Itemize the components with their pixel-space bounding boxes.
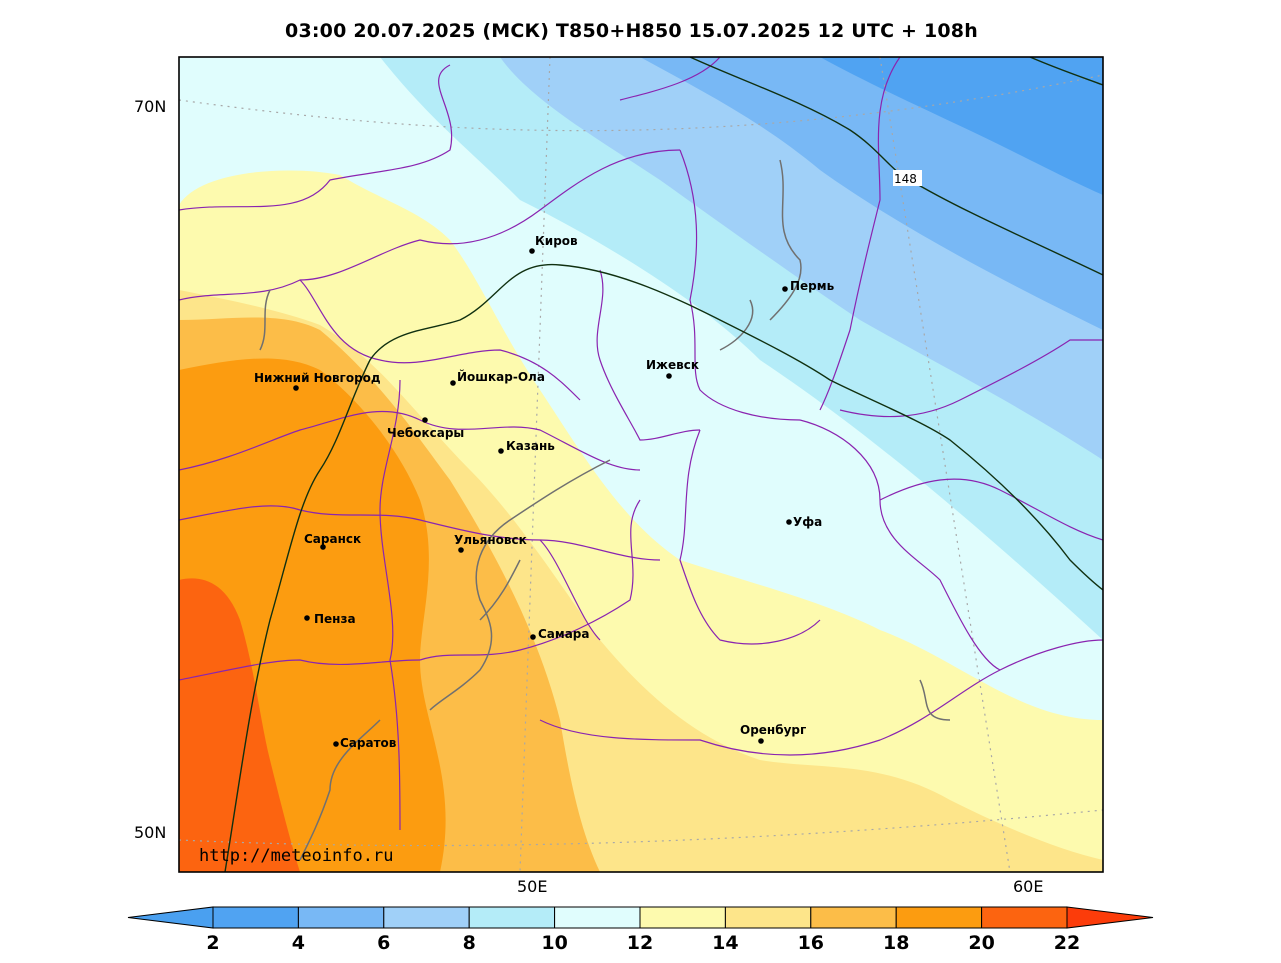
lat-label-70n: 70N	[134, 97, 166, 116]
city-dot-ulyanovsk	[458, 547, 464, 553]
city-label-kazan: Казань	[506, 439, 555, 453]
city-dot-saransk	[320, 544, 326, 550]
city-dot-orenburg	[758, 738, 764, 744]
colorbar-arrow-right	[1066, 906, 1154, 929]
graticule	[179, 57, 1103, 872]
map-frame	[178, 56, 1104, 873]
rivers	[259, 159, 951, 861]
city-label-ulyanovsk: Ульяновск	[454, 533, 527, 547]
colorbar-segment	[468, 906, 556, 929]
colorbar-tick-label: 16	[798, 932, 824, 954]
colorbar-tick-label: 20	[968, 932, 994, 954]
colorbar-segment	[639, 906, 726, 929]
temperature-field	[179, 57, 1103, 872]
colorbar-segment	[297, 906, 385, 929]
colorbar-segment	[810, 906, 897, 929]
region-borders	[179, 57, 1103, 831]
colorbar-segment	[383, 906, 470, 929]
colorbar-tick-label: 2	[206, 932, 219, 954]
city-dot-izhevsk	[666, 373, 672, 379]
city-dot-saratov	[333, 741, 339, 747]
city-label-penza: Пенза	[314, 612, 356, 626]
city-label-nizhny-novgorod: Нижний Новгород	[254, 371, 381, 385]
colorbar-segment	[212, 906, 299, 929]
city-label-izhevsk: Ижевск	[646, 358, 699, 372]
colorbar-tick-label: 18	[883, 932, 909, 954]
city-label-saransk: Саранск	[304, 532, 361, 546]
colorbar: 2 4 6 8 10 12 14 16 18 20 22	[127, 906, 1154, 954]
city-dot-yoshkar-ola	[450, 380, 456, 386]
city-dot-penza	[304, 615, 310, 621]
colorbar-tick-label: 14	[712, 932, 738, 954]
city-label-perm: Пермь	[790, 279, 835, 293]
isohypse-label: 148	[894, 172, 917, 186]
city-dot-kirov	[529, 248, 535, 254]
colorbar-tick-label: 12	[627, 932, 653, 954]
colorbar-tick-label: 8	[463, 932, 476, 954]
city-dot-nizhny-novgorod	[293, 385, 299, 391]
colorbar-segment	[981, 906, 1068, 929]
city-label-saratov: Саратов	[340, 736, 397, 750]
temp-band-2-4	[820, 57, 1103, 195]
city-dot-perm	[782, 286, 788, 292]
map-title: 03:00 20.07.2025 (МСК) T850+H850 15.07.2…	[285, 20, 978, 42]
colorbar-segment	[895, 906, 983, 929]
colorbar-tick-label: 22	[1054, 932, 1080, 954]
lat-label-50n: 50N	[134, 823, 166, 842]
colorbar-tick-label: 10	[541, 932, 567, 954]
city-dot-cheboksary	[422, 417, 428, 423]
colorbar-segment	[724, 906, 812, 929]
city-label-cheboksary: Чебоксары	[387, 426, 464, 440]
city-label-samara: Самара	[538, 627, 590, 641]
colorbar-arrow-left	[127, 906, 214, 929]
city-dot-samara	[530, 634, 536, 640]
colorbar-tick-label: 4	[292, 932, 305, 954]
city-label-orenburg: Оренбург	[740, 723, 806, 737]
city-label-kirov: Киров	[535, 234, 578, 248]
isohypses	[224, 57, 1103, 872]
city-dot-ufa	[786, 519, 792, 525]
source-label: http://meteoinfo.ru	[199, 846, 393, 866]
city-label-ufa: Уфа	[793, 515, 822, 529]
lon-label-50e: 50E	[517, 877, 547, 896]
isohypse-label-box	[893, 170, 922, 186]
colorbar-segment	[554, 906, 641, 929]
temp-band-20-22	[179, 578, 300, 872]
lon-label-60e: 60E	[1013, 877, 1043, 896]
city-label-yoshkar-ola: Йошкар-Ола	[457, 369, 545, 384]
colorbar-tick-label: 6	[377, 932, 390, 954]
city-dot-kazan	[498, 448, 504, 454]
city-markers: Киров Пермь Нижний Новгород Йошкар-Ола И…	[254, 234, 835, 750]
